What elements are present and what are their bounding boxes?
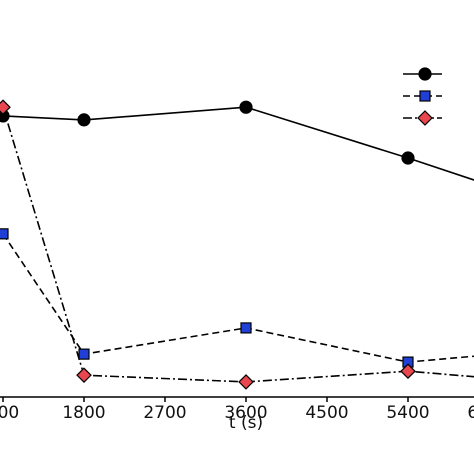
legend-marker xyxy=(418,67,432,81)
data-point xyxy=(0,99,11,116)
legend-marker xyxy=(417,110,433,126)
x-tick-label: 5400 xyxy=(386,403,429,423)
series-line xyxy=(2,106,474,181)
x-tick-label: 900 xyxy=(0,403,19,423)
legend-marker xyxy=(419,90,431,102)
x-tick-label: 1800 xyxy=(62,403,105,423)
data-point xyxy=(238,374,254,390)
data-point xyxy=(0,228,9,240)
data-point xyxy=(77,113,91,127)
data-point xyxy=(239,100,253,114)
x-tick-label: 3600 xyxy=(224,403,267,423)
data-point xyxy=(78,348,90,360)
x-axis-label: t (s) xyxy=(229,413,263,433)
data-point xyxy=(76,367,92,384)
x-tick-label: 2700 xyxy=(143,403,186,423)
series-line xyxy=(2,106,474,383)
data-point xyxy=(400,363,416,380)
data-point xyxy=(240,322,252,334)
x-tick-label: 4500 xyxy=(305,403,348,423)
data-point xyxy=(401,151,415,165)
x-tick-label: 6300 xyxy=(467,403,474,423)
